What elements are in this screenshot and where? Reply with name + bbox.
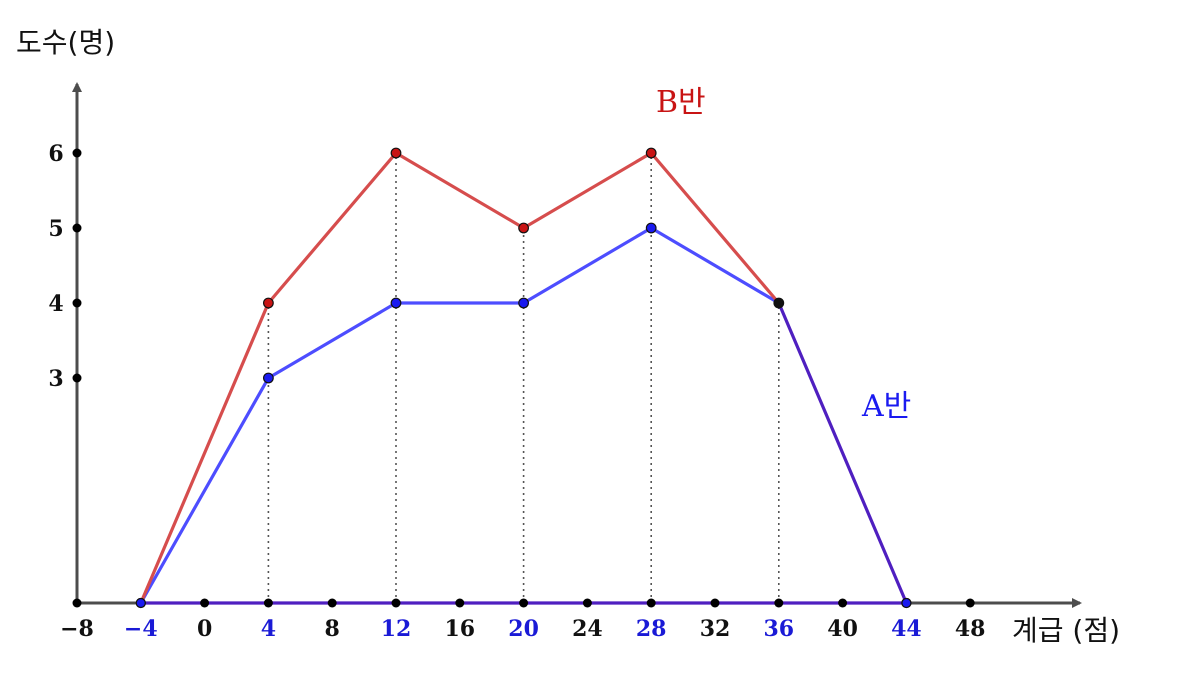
x-tick-label-24: 24 (572, 616, 603, 642)
point-a-44 (901, 597, 912, 609)
point-b-28 (645, 147, 657, 159)
series-label-a: A반 (861, 389, 911, 424)
point-b-4 (263, 297, 274, 309)
y-axis-ticks: 3 4 5 6 (48, 141, 82, 392)
series-b-segment-2 (394, 151, 526, 230)
x-tick-label-16: 16 (444, 616, 475, 642)
series-points (135, 147, 912, 609)
y-axis-title: 도수(명) (16, 26, 115, 59)
x-tick-label-12: 12 (381, 616, 412, 642)
series-label-b: B반 (656, 85, 706, 120)
x-tick-dot-40 (838, 598, 848, 608)
x-tick-label-36: 36 (763, 616, 794, 642)
x-tick-label-0: 0 (197, 616, 212, 642)
y-tick-dot-6 (72, 148, 82, 158)
vertical-guide-lines (267, 153, 780, 603)
series-b-segment-1 (266, 151, 398, 305)
x-tick-label-32: 32 (700, 616, 731, 642)
point-a-12 (390, 297, 402, 309)
x-tick-dot-4 (263, 598, 273, 608)
x-tick-dot-36 (774, 598, 784, 608)
x-tick-label-48: 48 (955, 616, 986, 642)
x-tick-dot-32 (710, 598, 720, 608)
x-tick-label-44: 44 (891, 616, 922, 642)
x-tick-dot-12 (391, 598, 401, 608)
point-a-4 (263, 372, 274, 384)
x-tick-dot-0 (200, 598, 210, 608)
x-axis-title: 계급 (점) (1012, 614, 1120, 647)
y-tick-dot-3 (72, 373, 82, 383)
series-a-segment-4 (649, 226, 781, 305)
x-tick-dot-24 (582, 598, 592, 608)
y-tick-label-3: 3 (48, 366, 63, 392)
x-axis-ticks: −8 −4 0 4 8 12 16 20 24 28 32 36 40 44 48 (60, 598, 986, 642)
x-tick-label--4: −4 (124, 616, 158, 642)
point-b-12 (390, 147, 402, 159)
point-b-20 (518, 222, 529, 234)
series-b-segment-4 (649, 151, 781, 305)
x-tick-label--8: −8 (60, 616, 94, 642)
series-a-segment-1 (266, 301, 398, 380)
x-tick-dot-16 (455, 598, 465, 608)
x-tick-dot-48 (965, 598, 975, 608)
x-tick-dot--8 (72, 598, 82, 608)
x-tick-label-8: 8 (325, 616, 340, 642)
series-b-segment-5 (777, 301, 909, 605)
series-a-segment-0 (139, 376, 270, 605)
y-tick-label-4: 4 (48, 291, 63, 317)
point-a-28 (645, 222, 657, 234)
x-tick-dot-20 (519, 598, 529, 608)
x-tick-label-28: 28 (636, 616, 667, 642)
x-tick-dot-8 (327, 598, 337, 608)
axes (72, 82, 1082, 608)
point-b-36 (773, 297, 785, 309)
y-tick-dot-4 (72, 298, 82, 308)
y-tick-dot-5 (72, 223, 82, 233)
point-a-20 (518, 297, 529, 309)
x-tick-dot-28 (646, 598, 656, 608)
series-a-segment-3 (521, 226, 653, 305)
x-tick-label-4: 4 (261, 616, 276, 642)
x-tick-label-40: 40 (827, 616, 858, 642)
series-b-segment-3 (521, 151, 653, 230)
x-tick-label-20: 20 (508, 616, 539, 642)
y-tick-label-5: 5 (48, 216, 63, 242)
point-a--4 (135, 597, 146, 609)
y-tick-label-6: 6 (48, 141, 63, 167)
series-b-segment-0 (139, 301, 270, 605)
